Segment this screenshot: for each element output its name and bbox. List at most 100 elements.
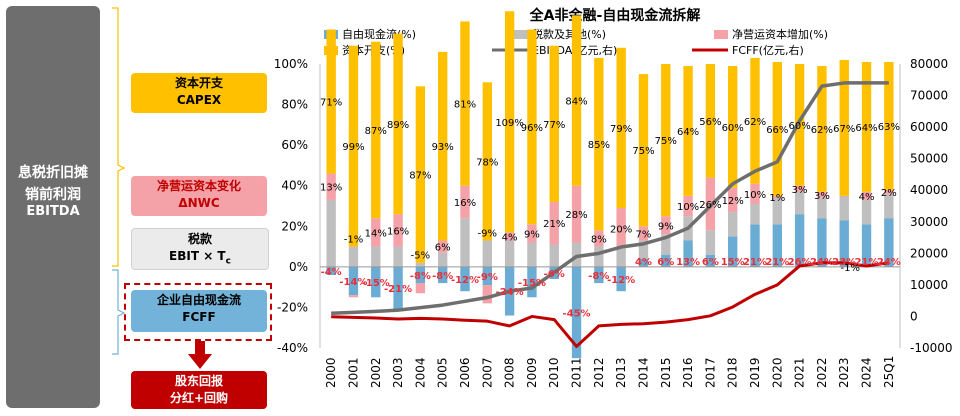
right-axis-tick: 10000 [910,278,948,292]
capex-label: 79% [610,124,632,135]
capex-bar [616,47,626,209]
nwc-bar [861,191,872,200]
fcff-bar [772,224,782,267]
fcff-label: 23% [832,257,856,268]
x-tick-label: 2020 [770,357,784,388]
fcff-label: -4% [321,267,342,278]
legend-label: FCFF(亿元,右) [732,43,804,57]
fcff-label: 13% [676,257,700,268]
nwc-label: 4% [502,232,518,243]
nwc-label: 2% [881,188,897,199]
x-tick-label: 2011 [570,357,584,388]
nwc-bar [683,195,693,217]
nwc-label: 9% [524,229,540,240]
fcff-label: 26% [788,257,812,268]
fcff-line2: FCFF [182,310,216,324]
capex-bar [794,64,805,186]
nwc-bar [482,285,492,304]
nwc-bar [504,232,515,241]
capex-bar [750,57,760,184]
nwc-bar [371,218,381,247]
capex-label: 60% [722,123,744,134]
nwc-bar [348,295,359,298]
capex-line2: CAPEX [176,93,222,107]
fcff-label: -15% [362,278,390,289]
down-arrow-icon [188,341,212,369]
chart-title: 全A非金融-自由现金流拆解 [529,7,701,24]
legend-label: 税款及其他(%) [532,27,606,41]
right-axis-tick: 0 [910,309,918,323]
nwc-label: 3% [792,185,808,196]
nwc-label: 20% [610,224,632,235]
x-tick-label: 2022 [815,357,829,388]
right-axis-tick: 40000 [910,183,948,197]
x-tick-label: 2004 [413,357,427,388]
tax-bar [415,262,426,267]
capex-bar [571,15,582,186]
x-tick-label: 2017 [703,357,717,388]
fcff-bar [415,266,426,284]
nwc-label: 26% [699,200,721,211]
capex-bar [839,59,849,196]
x-tick-label: 2021 [793,357,807,388]
tax-line2: EBIT × Tc [132,248,268,266]
capex-label: 89% [387,120,409,131]
fcff-label: -8% [410,271,431,282]
nwc-label: 13% [320,183,342,194]
x-tick-label: 2018 [726,357,740,388]
capex-bar [661,64,671,217]
capex-bar [415,86,426,263]
x-tick-label: 2013 [614,357,628,388]
fcff-box: 企业自由现金流 FCFF [131,290,267,332]
capex-label: 99% [342,142,364,153]
capex-box: 资本开支 CAPEX [131,73,267,113]
tax-bar [348,246,359,267]
fcff-bar [728,236,738,267]
nwc-label: 16% [454,198,476,209]
fcff-line1: 企业自由现金流 [156,293,241,307]
tax-bar [750,203,760,225]
nwc-label: 3% [814,191,830,202]
nwc-label: 16% [387,226,409,237]
tax-formula: EBIT × T [169,249,226,263]
fcff-label: -8% [432,271,453,282]
tax-bar [326,199,336,267]
tax-bar [438,252,448,267]
fcff-bar [438,266,448,284]
nwc-bar [728,187,738,213]
capex-label: 64% [677,127,699,138]
capex-bar [728,66,738,188]
left-axis-tick: 80% [281,98,308,112]
fcff-bar [817,218,827,267]
x-tick-label: 2012 [592,357,606,388]
x-tick-label: 2002 [369,357,383,388]
fcf-chart: 全A非金融-自由现金流拆解自由现金流(%)税款及其他(%)净营运资本增加(%)资… [274,7,953,388]
capex-label: 93% [432,142,454,153]
capex-bar [348,45,359,247]
nwc-bar [750,183,760,204]
fcff-bar [661,254,671,267]
right-axis-tick: 30000 [910,215,948,229]
fcff-bar [884,218,894,267]
nwc-bar [571,185,582,243]
legend-label: 自由现金流(%) [342,27,416,41]
legend-label: 净营运资本增加(%) [732,27,828,41]
fcff-bar [527,266,537,298]
fcff-label: -8% [588,271,609,282]
payout-box: 股东回报 分红+回购 [131,371,267,409]
fcff-label: -14% [339,277,367,288]
fcff-bar [683,240,693,267]
capex-label: 77% [543,120,565,131]
ebitda-box: 息税折旧摊 销前利润 EBITDA [6,6,100,408]
capex-label: 87% [365,126,387,137]
right-axis-tick: 60000 [910,120,948,134]
fcff-bar [616,266,626,292]
tax-bar [861,199,872,225]
capex-label: 78% [476,157,498,168]
tax-bar [705,230,716,255]
nwc-label: 28% [565,210,587,221]
capex-label: 56% [699,117,721,128]
capex-bar [861,61,872,192]
brackets [112,7,126,355]
